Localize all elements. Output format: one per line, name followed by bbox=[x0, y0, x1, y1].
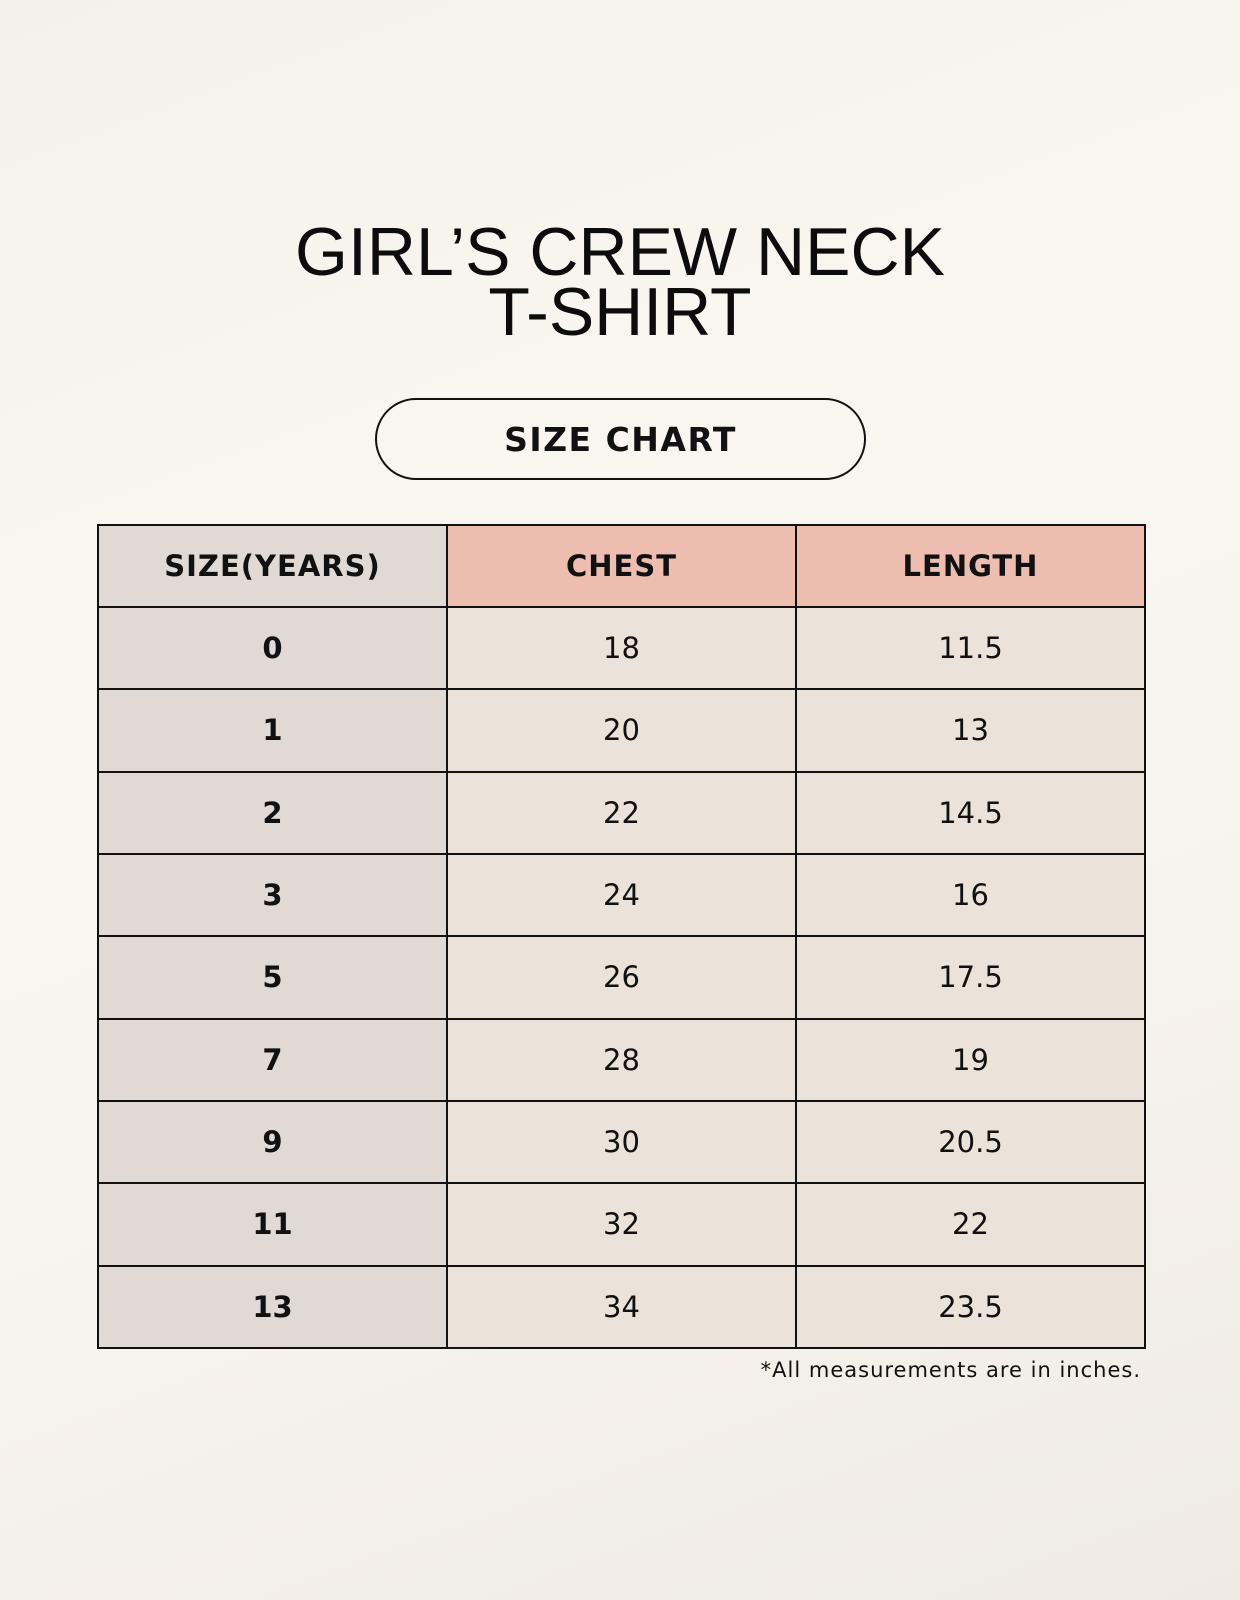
page-title: GIRL’S CREW NECK T-SHIRT bbox=[0, 214, 1240, 350]
title-line-1: GIRL’S CREW NECK bbox=[295, 214, 945, 290]
size-cell: 3 bbox=[97, 852, 448, 938]
size-cell: 1 bbox=[97, 688, 448, 773]
chest-cell: 24 bbox=[446, 852, 797, 938]
table-row: 9 30 20.5 bbox=[97, 1099, 1146, 1185]
size-cell: 5 bbox=[97, 935, 448, 1020]
footnote: *All measurements are in inches. bbox=[760, 1358, 1141, 1382]
length-cell: 16 bbox=[795, 852, 1146, 938]
chest-cell: 22 bbox=[446, 770, 797, 855]
length-cell: 14.5 bbox=[795, 770, 1146, 855]
table-row: 0 18 11.5 bbox=[97, 605, 1146, 691]
size-cell: 11 bbox=[97, 1182, 448, 1267]
chest-cell: 26 bbox=[446, 935, 797, 1020]
chest-cell: 30 bbox=[446, 1099, 797, 1185]
table-row: 3 24 16 bbox=[97, 852, 1146, 938]
length-cell: 11.5 bbox=[795, 605, 1146, 691]
table-row: 11 32 22 bbox=[97, 1182, 1146, 1267]
table-row: 13 34 23.5 bbox=[97, 1264, 1146, 1350]
size-table: SIZE(YEARS) CHEST LENGTH 0 18 11.5 1 20 13 2 22… bbox=[97, 524, 1146, 1350]
chest-cell: 18 bbox=[446, 605, 797, 691]
table-header-row: SIZE(YEARS) CHEST LENGTH bbox=[97, 524, 1146, 608]
table-row: 2 22 14.5 bbox=[97, 770, 1146, 855]
length-cell: 22 bbox=[795, 1182, 1146, 1267]
size-cell: 9 bbox=[97, 1099, 448, 1185]
length-cell: 23.5 bbox=[795, 1264, 1146, 1350]
chest-cell: 20 bbox=[446, 688, 797, 773]
size-chart-badge: SIZE CHART bbox=[375, 398, 866, 480]
chest-cell: 28 bbox=[446, 1017, 797, 1102]
header-chest: CHEST bbox=[446, 524, 797, 608]
length-cell: 20.5 bbox=[795, 1099, 1146, 1185]
table-row: 7 28 19 bbox=[97, 1017, 1146, 1102]
title-line-2: T-SHIRT bbox=[488, 274, 752, 350]
size-cell: 0 bbox=[97, 605, 448, 691]
header-length: LENGTH bbox=[795, 524, 1146, 608]
length-cell: 17.5 bbox=[795, 935, 1146, 1020]
size-cell: 2 bbox=[97, 770, 448, 855]
header-size: SIZE(YEARS) bbox=[97, 524, 448, 608]
length-cell: 13 bbox=[795, 688, 1146, 773]
table-row: 1 20 13 bbox=[97, 688, 1146, 773]
table-row: 5 26 17.5 bbox=[97, 935, 1146, 1020]
size-cell: 13 bbox=[97, 1264, 448, 1350]
size-cell: 7 bbox=[97, 1017, 448, 1102]
chest-cell: 34 bbox=[446, 1264, 797, 1350]
chest-cell: 32 bbox=[446, 1182, 797, 1267]
length-cell: 19 bbox=[795, 1017, 1146, 1102]
